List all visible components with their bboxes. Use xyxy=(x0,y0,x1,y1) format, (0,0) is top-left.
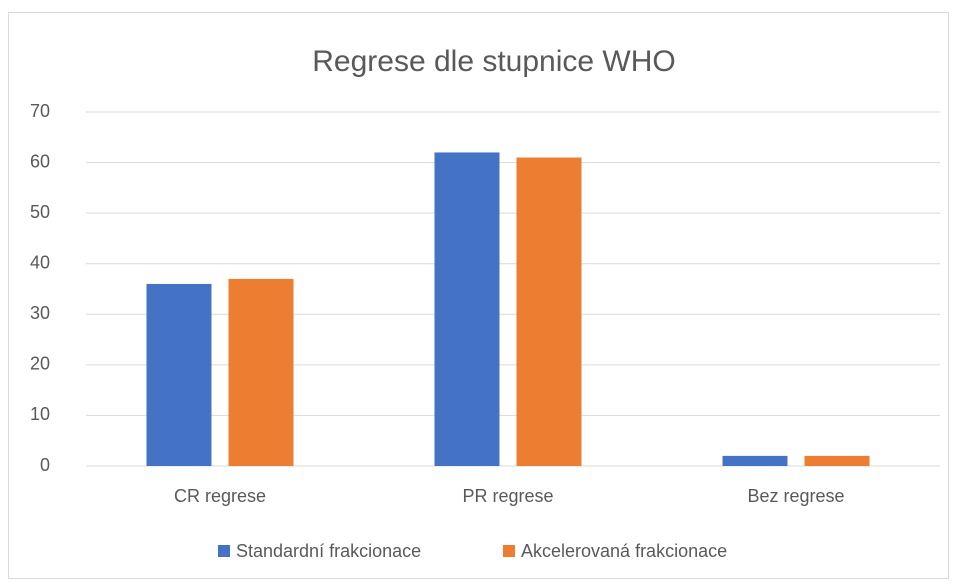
bar xyxy=(722,455,788,466)
bar xyxy=(516,157,582,466)
y-tick-label: 20 xyxy=(30,354,50,374)
legend-swatch xyxy=(503,545,515,557)
bar xyxy=(228,278,294,466)
y-tick-label: 60 xyxy=(30,151,50,171)
y-tick-label: 10 xyxy=(30,404,50,424)
y-tick-label: 30 xyxy=(30,303,50,323)
chart-title: Regrese dle stupnice WHO xyxy=(312,45,676,78)
y-tick-label: 40 xyxy=(30,252,50,272)
x-tick-label: Bez regrese xyxy=(747,486,844,506)
y-tick-label: 50 xyxy=(30,202,50,222)
legend-label: Standardní frakcionace xyxy=(236,541,421,561)
bar xyxy=(804,455,870,466)
x-tick-label: PR regrese xyxy=(462,486,553,506)
bar xyxy=(146,283,212,466)
legend-swatch xyxy=(218,545,230,557)
y-tick-label: 0 xyxy=(40,455,50,475)
legend-label: Akcelerovaná frakcionace xyxy=(521,541,727,561)
y-tick-label: 70 xyxy=(30,101,50,121)
x-tick-label: CR regrese xyxy=(174,486,266,506)
bar xyxy=(434,152,500,466)
